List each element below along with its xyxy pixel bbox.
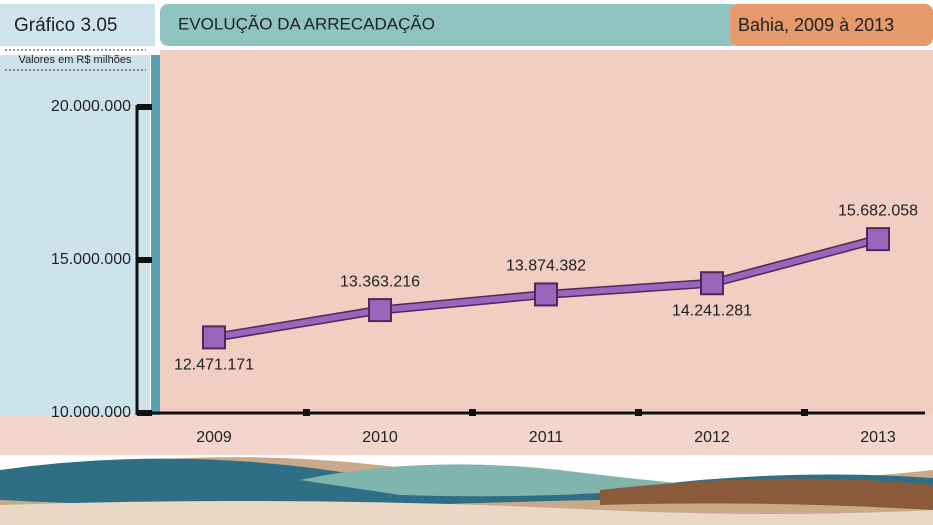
header-box bbox=[0, 4, 155, 46]
x-tick-label: 2013 bbox=[860, 429, 896, 446]
title-bar bbox=[160, 4, 740, 46]
marker bbox=[534, 282, 558, 307]
left-panel bbox=[0, 55, 150, 415]
value-label: 13.874.382 bbox=[506, 258, 586, 275]
value-label: 13.363.216 bbox=[340, 273, 420, 290]
side-bar bbox=[151, 55, 160, 415]
marker bbox=[700, 271, 724, 296]
x-tick-label: 2011 bbox=[529, 429, 564, 446]
x-band bbox=[0, 415, 933, 455]
x-tick-label: 2012 bbox=[694, 429, 730, 446]
subtitle-box bbox=[730, 4, 933, 46]
y-tick-label: 20.000.000 bbox=[51, 98, 131, 115]
waves bbox=[0, 457, 933, 525]
y-tick-label: 10.000.000 bbox=[51, 404, 131, 421]
unit-label: Valores em R$ milhões bbox=[19, 54, 132, 66]
header-label: Gráfico 3.05 bbox=[14, 15, 118, 36]
x-tick-label: 2009 bbox=[196, 429, 232, 446]
x-minor-ticks bbox=[303, 409, 808, 416]
x-tick-label: 2010 bbox=[362, 429, 398, 446]
chart-subtitle: Bahia, 2009 à 2013 bbox=[738, 15, 894, 35]
marker bbox=[368, 298, 392, 323]
value-label: 14.241.281 bbox=[672, 302, 752, 319]
marker bbox=[866, 227, 890, 252]
chart-title: EVOLUÇÃO DA ARRECADAÇÃO bbox=[178, 14, 435, 33]
marker bbox=[202, 325, 226, 350]
y-tick-label: 15.000.000 bbox=[51, 251, 131, 268]
value-label: 15.682.058 bbox=[838, 202, 918, 219]
value-label: 12.471.171 bbox=[174, 357, 254, 374]
plot-area bbox=[160, 50, 933, 415]
